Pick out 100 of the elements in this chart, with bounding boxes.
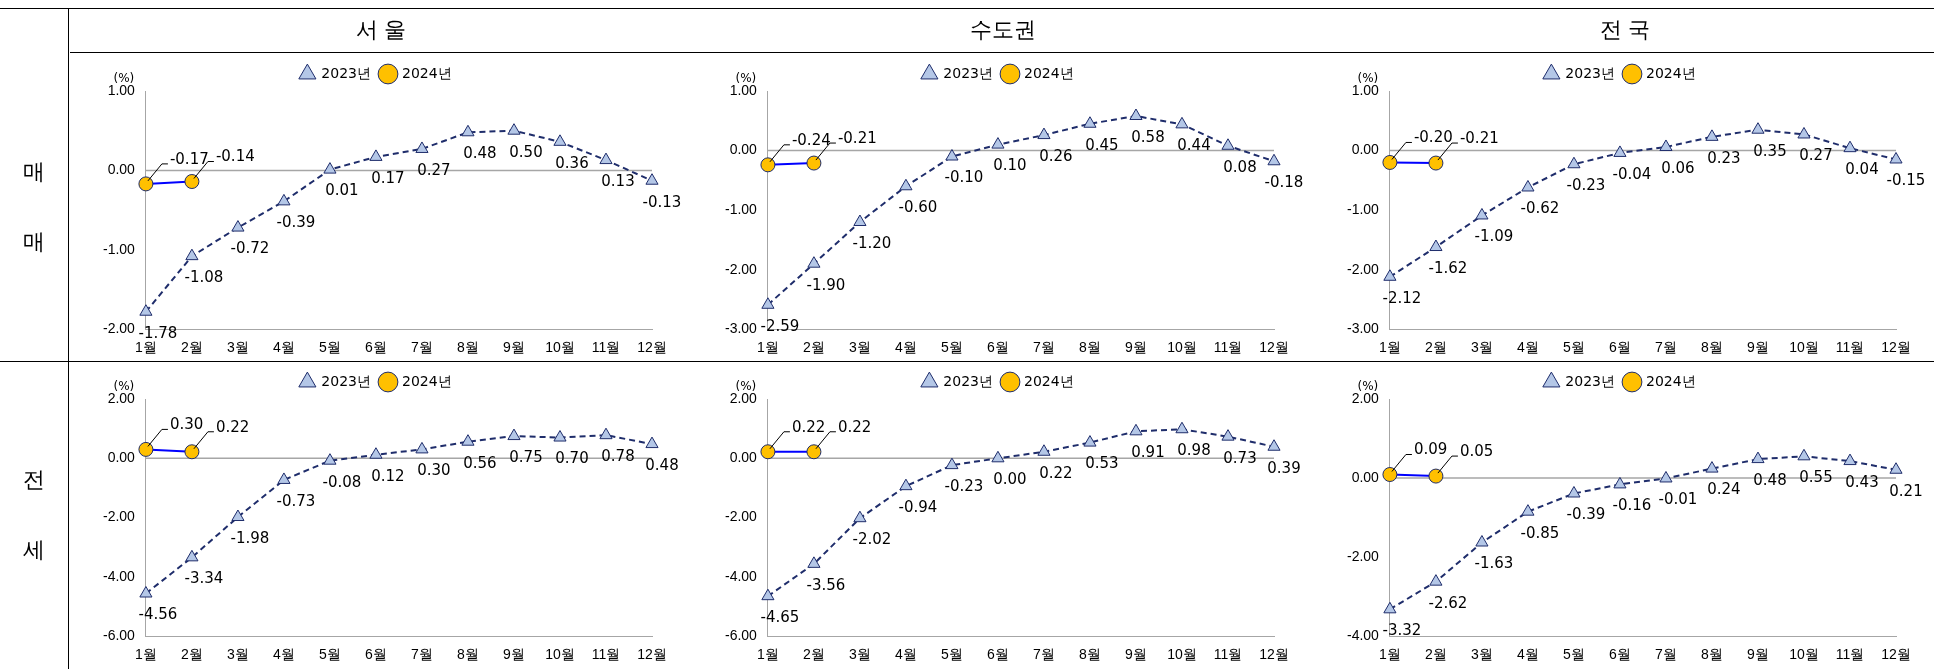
x-tick-label: 11월	[1835, 339, 1865, 356]
x-tick-label: 6월	[365, 646, 387, 663]
data-label: -3.56	[806, 575, 846, 594]
data-label: -3.32	[1382, 621, 1422, 640]
x-tick-label: 4월	[273, 339, 295, 356]
data-label: 0.55	[1799, 468, 1833, 487]
y-tick-label: 0.00	[1351, 141, 1380, 158]
y-tick-label: 0.00	[107, 449, 136, 466]
data-label: -0.16	[1612, 496, 1652, 515]
x-tick-label: 10월	[1789, 646, 1819, 663]
data-label: 0.44	[1177, 136, 1211, 155]
data-label: 0.78	[601, 447, 635, 466]
y-tick-label: -2.00	[724, 508, 758, 525]
data-label: 0.22	[1039, 463, 1073, 482]
y-tick-label: -3.00	[724, 320, 758, 337]
data-label: 0.04	[1845, 160, 1879, 179]
y-tick-label: -6.00	[102, 627, 136, 644]
data-label: -1.98	[230, 528, 270, 547]
data-label: 0.43	[1845, 472, 1879, 491]
data-label: 0.91	[1131, 443, 1165, 462]
legend-label: 2023년	[943, 64, 994, 81]
x-tick-label: 7월	[1655, 646, 1677, 663]
y-tick-label: -6.00	[724, 627, 758, 644]
data-label: -0.60	[898, 198, 938, 217]
data-label: 0.00	[993, 470, 1027, 489]
x-tick-label: 10월	[1789, 339, 1819, 356]
x-tick-label: 2월	[803, 339, 825, 356]
chart-title: 수도권	[692, 8, 1314, 53]
data-label: -0.13	[642, 192, 682, 211]
y-tick-label: -4.00	[102, 567, 136, 584]
x-tick-label: 2월	[181, 646, 203, 663]
data-label: 0.27	[1799, 146, 1833, 165]
data-label: -2.12	[1382, 288, 1422, 307]
data-label: 0.27	[417, 160, 451, 179]
x-tick-label: 8월	[1079, 646, 1101, 663]
x-tick-label: 1월	[1379, 339, 1401, 356]
data-label: -0.73	[276, 491, 316, 510]
data-label: -1.90	[806, 275, 846, 294]
y-tick-label: -2.00	[1346, 260, 1380, 277]
data-label: 0.75	[509, 447, 543, 466]
data-label: -1.63	[1474, 554, 1514, 573]
x-tick-label: 2월	[1425, 339, 1447, 356]
legend-label: 2024년	[1024, 372, 1074, 389]
data-label: -0.21	[1459, 128, 1499, 147]
x-tick-label: 9월	[503, 646, 525, 663]
x-tick-label: 7월	[1033, 646, 1055, 663]
x-tick-label: 4월	[895, 339, 917, 356]
data-label: 0.56	[463, 453, 497, 472]
x-tick-label: 11월	[591, 646, 621, 663]
data-label: 0.30	[417, 461, 451, 480]
data-label: -0.23	[944, 477, 984, 496]
x-tick-label: 10월	[545, 339, 575, 356]
y-tick-label: -2.00	[1346, 547, 1380, 564]
data-label: 0.30	[169, 415, 204, 434]
data-label: 0.58	[1131, 127, 1165, 146]
y-tick-label: -2.00	[102, 508, 136, 525]
data-label: -1.09	[1474, 227, 1514, 246]
data-label: -0.15	[1886, 171, 1926, 190]
y-tick-label: -1.00	[102, 240, 136, 257]
x-tick-label: 1월	[135, 646, 157, 663]
data-label: 0.39	[1267, 458, 1301, 477]
data-label: 0.22	[215, 417, 250, 436]
x-tick-label: 11월	[1213, 339, 1243, 356]
x-tick-label: 6월	[1609, 646, 1631, 663]
data-label: 0.24	[1707, 480, 1741, 499]
y-tick-label: 0.00	[729, 141, 758, 158]
data-label: -3.34	[184, 569, 224, 588]
x-tick-label: 1월	[135, 339, 157, 356]
x-tick-label: 11월	[1835, 646, 1865, 663]
data-label: -0.17	[169, 149, 209, 168]
data-label: 0.10	[993, 156, 1027, 175]
data-label: 0.05	[1459, 441, 1494, 460]
legend-label: 2024년	[1646, 372, 1696, 389]
x-tick-label: 5월	[1563, 646, 1585, 663]
y-axis-title: (%)	[113, 379, 135, 394]
data-label: -0.20	[1413, 128, 1453, 147]
x-tick-label: 9월	[1747, 339, 1769, 356]
data-label: 0.45	[1085, 135, 1119, 154]
data-label: -0.18	[1264, 173, 1304, 192]
x-tick-label: 10월	[1167, 646, 1197, 663]
x-tick-label: 7월	[1033, 339, 1055, 356]
x-tick-label: 8월	[457, 339, 479, 356]
data-label: 0.21	[1889, 481, 1923, 500]
x-tick-label: 8월	[1701, 339, 1723, 356]
data-label: 0.73	[1223, 448, 1257, 467]
x-tick-label: 3월	[849, 646, 871, 663]
legend-label: 2023년	[1565, 372, 1616, 389]
data-label: 0.06	[1661, 158, 1695, 177]
x-tick-label: 3월	[227, 646, 249, 663]
data-label: -2.02	[852, 530, 892, 549]
data-label: -0.85	[1520, 523, 1560, 542]
data-label: 0.13	[601, 171, 635, 190]
x-tick-label: 10월	[1167, 339, 1197, 356]
data-label: -0.39	[1566, 505, 1606, 524]
data-label: 0.48	[1753, 470, 1787, 489]
data-label: 0.48	[645, 455, 679, 474]
data-label: -0.62	[1520, 199, 1560, 218]
legend-label: 2024년	[402, 64, 452, 81]
x-tick-label: 5월	[1563, 339, 1585, 356]
x-tick-label: 9월	[1747, 646, 1769, 663]
